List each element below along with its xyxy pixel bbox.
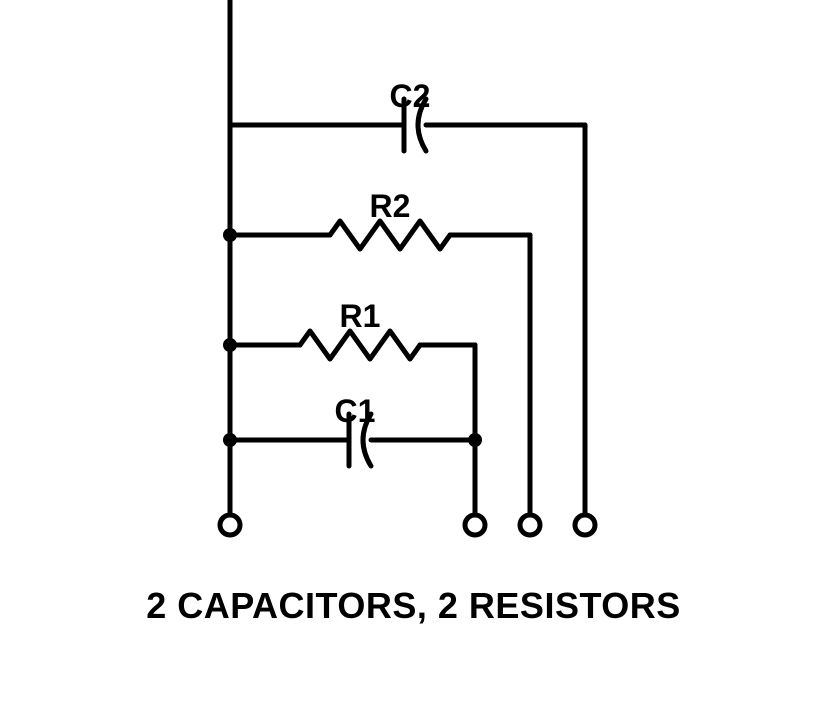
label-c2: C2 — [360, 78, 460, 115]
diagram-caption: 2 CAPACITORS, 2 RESISTORS — [0, 585, 827, 627]
label-c1: C1 — [305, 393, 405, 430]
label-r1: R1 — [310, 298, 410, 335]
label-r2: R2 — [340, 188, 440, 225]
